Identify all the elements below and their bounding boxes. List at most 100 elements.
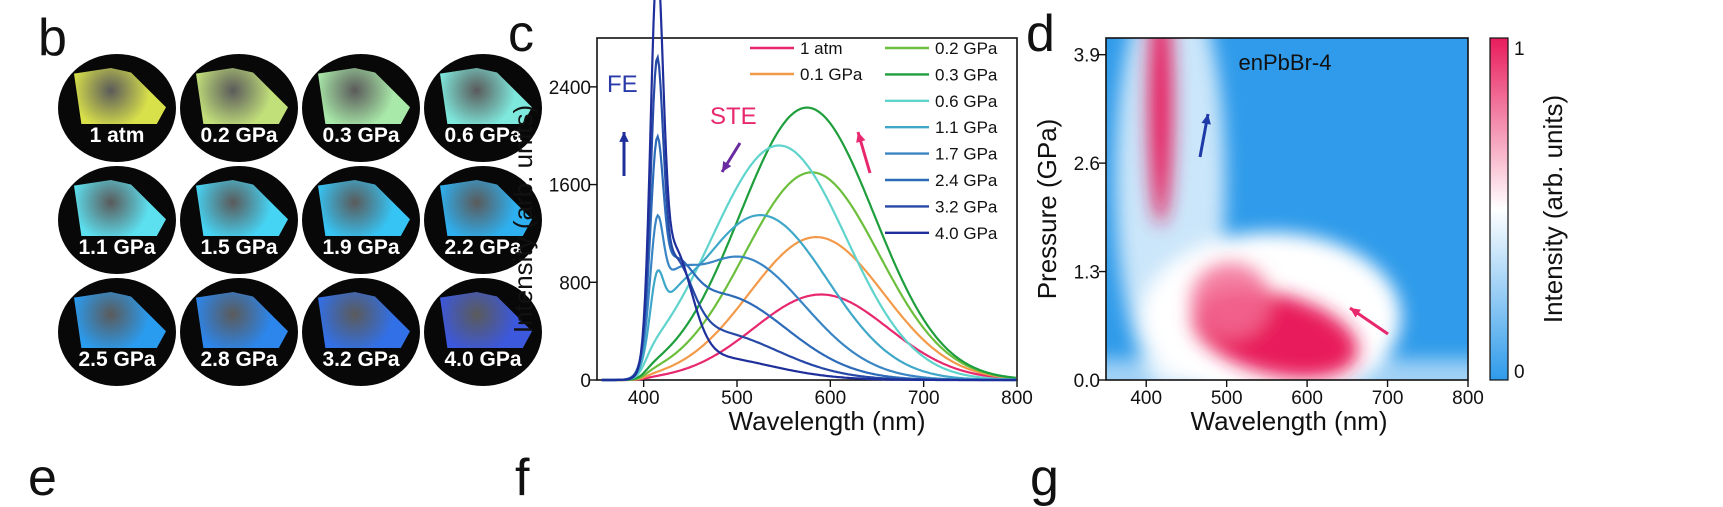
y-tick-label: 3.9: [1074, 46, 1100, 67]
spectrum-line: [601, 236, 1017, 382]
panel-letter-d: d: [1026, 5, 1055, 63]
ste-increase-arrow: [856, 131, 872, 174]
crystal-glow: [318, 292, 410, 348]
baseline-halo: [1106, 359, 1468, 380]
heatmap-title: enPbBr-4: [1239, 50, 1332, 75]
legend-label: 4.0 GPa: [935, 224, 998, 243]
sample-photo: 4.0 GPa: [424, 278, 542, 386]
photo-pressure-label: 0.2 GPa: [200, 124, 278, 147]
spectrum-line: [601, 106, 1017, 382]
photo-pressure-label: 2.5 GPa: [78, 348, 156, 371]
legend-label: 2.4 GPa: [935, 171, 998, 190]
ste-increase-arrow-head: [856, 132, 866, 143]
x-axis-label: Wavelength (nm): [729, 406, 926, 436]
ste-halo: [1140, 232, 1401, 380]
spectrum-line: [601, 133, 1017, 382]
legend-label: 1.1 GPa: [935, 118, 998, 137]
crystal-glow: [318, 68, 410, 124]
spectrum-line: [601, 213, 1017, 382]
photo-pressure-label: 1.5 GPa: [200, 236, 278, 259]
x-axis-label: Wavelength (nm): [1191, 406, 1388, 436]
photo-pressure-label: 4.0 GPa: [444, 348, 522, 371]
spectrum-line: [601, 144, 1017, 382]
y-tick-label: 0: [580, 371, 591, 392]
x-tick-label: 500: [1211, 388, 1243, 409]
legend-label: 0.2 GPa: [935, 39, 998, 58]
ste-annotation: STE: [710, 103, 757, 130]
spectrum-line: [601, 53, 1017, 382]
crystal-glow: [196, 180, 288, 236]
x-tick-label: 800: [1452, 388, 1484, 409]
crystal-glow: [74, 68, 166, 124]
fe-halo: [1115, 38, 1226, 380]
y-axis-label: Pressure (GPa): [1032, 119, 1062, 300]
panel-letter-b: b: [38, 9, 67, 67]
photo-pressure-label: 2.8 GPa: [200, 348, 278, 371]
panel-letter-f: f: [515, 449, 530, 507]
colorbar-label: Intensity (arb. units): [1538, 95, 1568, 323]
photo-pressure-label: 3.2 GPa: [322, 348, 400, 371]
x-tick-label: 600: [1291, 388, 1323, 409]
fe-trend-arrow: [1198, 113, 1210, 158]
heatmap-background: [1106, 38, 1468, 380]
ste-trend-arrow-head: [1350, 308, 1361, 318]
spectrum-line: [601, 171, 1017, 382]
sample-photo: 0.3 GPa: [302, 54, 420, 162]
heatmap-field: [1106, 38, 1468, 380]
y-tick-label: 1.3: [1074, 263, 1100, 284]
fe-arrow-head: [619, 132, 629, 142]
x-tick-label: 700: [1372, 388, 1404, 409]
x-tick-label: 400: [628, 388, 660, 409]
legend-label: 1.7 GPa: [935, 145, 998, 164]
sample-photo: 2.2 GPa: [424, 166, 542, 274]
photo-pressure-label: 0.3 GPa: [322, 124, 400, 147]
sample-photo: 2.8 GPa: [180, 278, 298, 386]
x-tick-label: 700: [908, 388, 940, 409]
heatmap-frame: [1105, 37, 1469, 381]
fe-annotation: FE: [607, 71, 638, 98]
crystal-glow: [440, 68, 532, 124]
sample-photo: 1.5 GPa: [180, 166, 298, 274]
ste-trend-arrow: [1349, 306, 1389, 336]
sample-photo: 0.2 GPa: [180, 54, 298, 162]
x-tick-label: 800: [1001, 388, 1033, 409]
plot-frame: [596, 37, 1018, 381]
legend-label: 0.6 GPa: [935, 92, 998, 111]
colorbar: [1489, 37, 1509, 381]
legend-label: 0.3 GPa: [935, 65, 998, 84]
ste-emission-band: [1191, 290, 1358, 379]
x-tick-label: 400: [1130, 388, 1162, 409]
y-tick-label: 800: [559, 273, 591, 294]
photo-pressure-label: 1.9 GPa: [322, 236, 400, 259]
photo-pressure-label: 1.1 GPa: [78, 236, 156, 259]
colorbar-tick-max: 1: [1514, 39, 1525, 60]
crystal-glow: [74, 292, 166, 348]
photo-pressure-label: 2.2 GPa: [444, 236, 522, 259]
x-tick-label: 500: [721, 388, 753, 409]
panel-letter-c: c: [508, 5, 534, 63]
fe-emission-band: [1148, 38, 1173, 225]
sample-photo: 1 atm: [58, 54, 176, 162]
sample-photo: 2.5 GPa: [58, 278, 176, 386]
sample-photo: 0.6 GPa: [424, 54, 542, 162]
photo-pressure-label: 0.6 GPa: [444, 124, 522, 147]
photo-panel: b 1 atm 0.2 GPa 0.3 GPa 0.6 GPa 1.1 GPa 1.5 G…: [0, 0, 560, 490]
panel-letter-g: g: [1030, 449, 1059, 507]
spectrum-line: [601, 214, 1017, 382]
legend-label: 3.2 GPa: [935, 197, 998, 216]
y-tick-label: 0.0: [1074, 371, 1100, 392]
spectrum-line: [601, 0, 1017, 382]
x-tick-label: 600: [814, 388, 846, 409]
sample-photo: 1.9 GPa: [302, 166, 420, 274]
ste-emission-tail: [1190, 262, 1271, 339]
sample-photo: 1.1 GPa: [58, 166, 176, 274]
spectrum-line: [601, 293, 1017, 382]
crystal-glow: [440, 180, 532, 236]
photo-pressure-label: 1 atm: [89, 124, 145, 147]
legend-label: 1 atm: [800, 39, 843, 58]
legend-label: 0.1 GPa: [800, 65, 863, 84]
crystal-glow: [196, 68, 288, 124]
y-tick-label: 2.6: [1074, 154, 1100, 175]
crystal-glow: [196, 292, 288, 348]
ste-arrow-head: [722, 161, 732, 172]
